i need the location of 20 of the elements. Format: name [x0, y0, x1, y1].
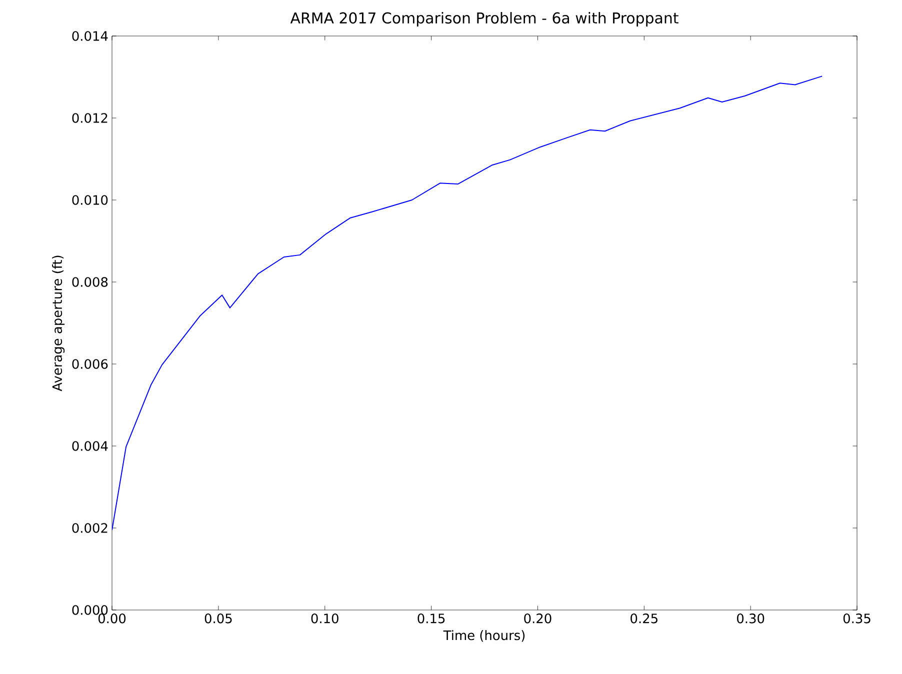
y-tick-label: 0.014 — [72, 31, 108, 41]
x-axis-title: Time (hours) — [443, 630, 525, 642]
x-tick-label: 0.15 — [418, 614, 445, 624]
x-tick-label: 0.00 — [98, 614, 126, 624]
y-axis-title: Average aperture (ft) — [52, 256, 65, 392]
x-tick-label: 0.35 — [843, 614, 870, 624]
x-tick-label: 0.25 — [630, 614, 658, 624]
chart-title: ARMA 2017 Comparison Problem - 6a with Proppant — [290, 12, 678, 26]
y-tick-label: 0.010 — [72, 195, 108, 205]
line-series — [112, 76, 823, 531]
x-tick-label: 0.30 — [737, 614, 764, 624]
y-tick-label: 0.004 — [72, 441, 108, 451]
x-tick-label: 0.20 — [524, 614, 552, 624]
x-tick-label: 0.10 — [311, 614, 338, 624]
y-tick-label: 0.006 — [72, 359, 108, 369]
x-tick-label: 0.05 — [204, 614, 232, 624]
y-tick-label: 0.002 — [72, 523, 108, 533]
y-tick-label: 0.000 — [72, 605, 108, 615]
y-tick-label: 0.012 — [72, 113, 108, 123]
y-tick-label: 0.008 — [72, 277, 108, 287]
